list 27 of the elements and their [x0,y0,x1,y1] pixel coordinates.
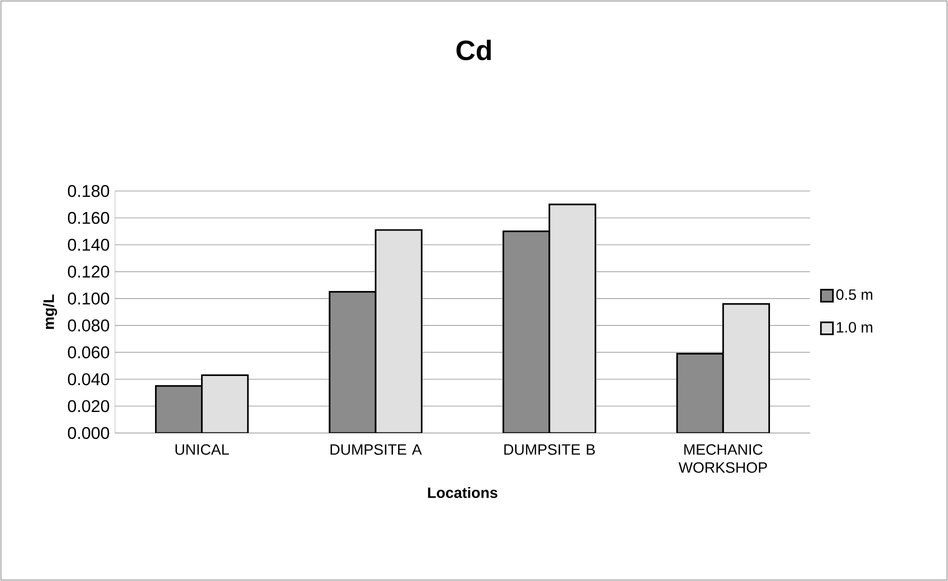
y-tick-label: 0.120 [68,266,110,278]
legend-label: 0.5 m [836,289,872,300]
bar [328,291,376,433]
x-axis-title: Locations [428,487,498,498]
y-tick-label: 0.180 [68,184,110,198]
legend-label: 1.0 m [836,322,872,333]
y-tick-label: 0.040 [68,373,110,386]
y-tick-label: 0.060 [68,346,110,358]
y-tick-label: 0.160 [68,212,110,224]
x-tick-label: DUMPSITE B [504,444,595,455]
bar [155,385,203,433]
x-tick-label: MECHANIC WORKSHOP [678,444,767,473]
bar [676,352,724,433]
bar [201,374,249,433]
bar [502,230,550,433]
x-tick-label: UNICAL [176,444,229,455]
y-axis-title: mg/L [43,294,58,329]
y-tick-label: 0.000 [68,426,110,440]
y-tick-label: 0.020 [68,400,110,412]
chart-title: Cd [456,40,491,60]
bar [548,204,596,433]
y-tick-label: 0.080 [68,319,110,332]
y-tick-label: 0.140 [68,238,110,251]
bar [722,303,770,433]
x-tick-label: DUMPSITE A [330,444,422,455]
y-tick-label: 0.100 [68,292,110,305]
bar [374,229,422,433]
